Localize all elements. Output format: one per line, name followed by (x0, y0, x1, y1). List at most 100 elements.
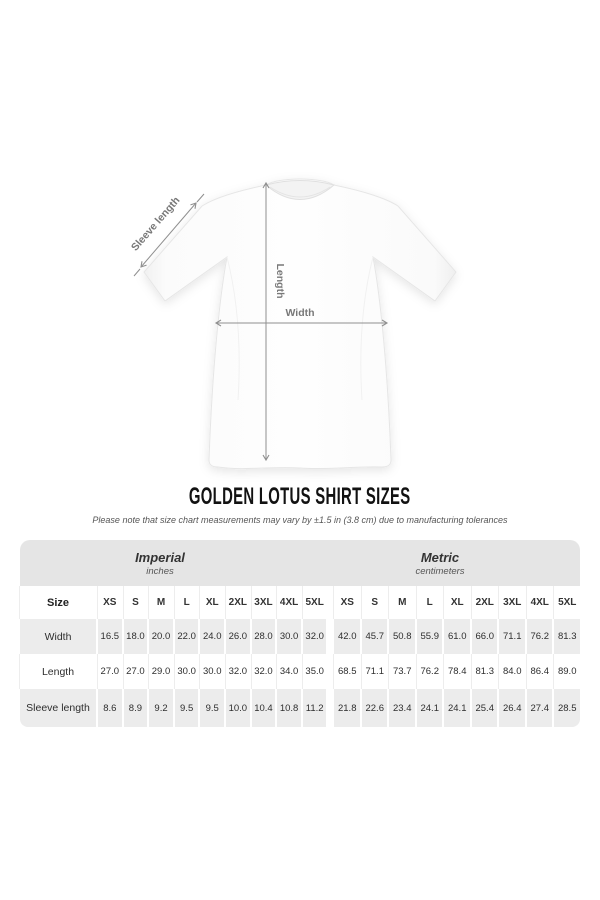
table-cell: 81.3 (471, 654, 498, 689)
size-col-header: 5XL (554, 586, 580, 619)
table-cell: 55.9 (416, 619, 443, 654)
table-cell: 86.4 (526, 654, 553, 689)
imperial-group-header: Imperial inches (20, 540, 300, 586)
table-cell: 25.4 (471, 689, 498, 727)
table-cell: 45.7 (361, 619, 388, 654)
length-label: Length (274, 264, 286, 299)
table-cell: 23.4 (389, 689, 415, 727)
table-cell: 27.0 (98, 654, 122, 689)
table-cell: 10.8 (277, 689, 301, 727)
size-col-header: 4XL (526, 586, 553, 619)
metric-group-header: Metric centimeters (300, 540, 580, 586)
row-label: Length (20, 654, 96, 689)
table-cell: 10.0 (226, 689, 250, 727)
size-chart-grid: Size XS S M L XL 2XL 3XL 4XL 5XL XS S M … (20, 586, 580, 727)
row-label: Width (20, 619, 96, 654)
table-cell: 24.0 (200, 619, 225, 654)
table-cell: 11.2 (302, 689, 327, 727)
table-cell: 68.5 (334, 654, 360, 689)
size-col-header: 3XL (499, 586, 525, 619)
group-gap (328, 586, 332, 619)
table-cell: 32.0 (226, 654, 250, 689)
table-cell: 20.0 (149, 619, 173, 654)
table-cell: 89.0 (554, 654, 580, 689)
sleeve-length-arrow (140, 202, 197, 268)
size-col-header: 2XL (471, 586, 498, 619)
table-cell: 24.1 (416, 689, 443, 727)
table-cell: 27.4 (526, 689, 553, 727)
table-cell: 42.0 (334, 619, 360, 654)
table-cell: 76.2 (416, 654, 443, 689)
size-col-header: 4XL (277, 586, 301, 619)
size-header: Size (20, 586, 96, 619)
unit-group-header: Imperial inches Metric centimeters (20, 540, 580, 586)
size-col-header: XL (200, 586, 225, 619)
dimension-arrows (133, 181, 389, 462)
table-cell: 71.1 (361, 654, 388, 689)
table-cell: 26.4 (499, 689, 525, 727)
table-cell: 28.0 (251, 619, 276, 654)
group-gap (328, 654, 332, 689)
table-cell: 30.0 (277, 619, 301, 654)
row-label: Sleeve length (20, 689, 96, 727)
table-cell: 84.0 (499, 654, 525, 689)
table-cell: 10.4 (251, 689, 276, 727)
size-col-header: L (174, 586, 199, 619)
table-cell: 9.5 (200, 689, 225, 727)
table-cell: 8.9 (123, 689, 148, 727)
table-cell: 27.0 (123, 654, 148, 689)
tolerance-note: Please note that size chart measurements… (92, 515, 508, 525)
page-title: GOLDEN LOTUS SHIRT SIZES (189, 483, 411, 510)
size-chart-table: Imperial inches Metric centimeters Size … (20, 540, 580, 727)
sleeve-tick-top (196, 193, 205, 203)
size-col-header: 2XL (226, 586, 250, 619)
table-cell: 22.0 (174, 619, 199, 654)
table-cell: 32.0 (302, 619, 327, 654)
table-cell: 28.5 (554, 689, 580, 727)
table-cell: 8.6 (98, 689, 122, 727)
size-col-header: M (389, 586, 415, 619)
table-cell: 9.5 (174, 689, 199, 727)
table-cell: 22.6 (361, 689, 388, 727)
table-cell: 30.0 (200, 654, 225, 689)
size-col-header: S (361, 586, 388, 619)
group-gap (328, 619, 332, 654)
table-cell: 26.0 (226, 619, 250, 654)
tshirt-illustration (143, 178, 457, 470)
imperial-unit: inches (146, 565, 174, 577)
size-col-header: XS (334, 586, 360, 619)
imperial-label: Imperial (135, 549, 185, 565)
table-cell: 66.0 (471, 619, 498, 654)
size-col-header: 3XL (251, 586, 276, 619)
table-cell: 61.0 (444, 619, 470, 654)
size-col-header: XS (98, 586, 122, 619)
size-col-header: XL (444, 586, 470, 619)
table-cell: 32.0 (251, 654, 276, 689)
table-cell: 78.4 (444, 654, 470, 689)
size-col-header: M (149, 586, 173, 619)
size-col-header: S (123, 586, 148, 619)
shirt-measurement-diagram: Sleeve length Length Width (129, 178, 457, 470)
metric-unit: centimeters (415, 565, 465, 577)
size-col-header: L (416, 586, 443, 619)
table-cell: 71.1 (499, 619, 525, 654)
table-cell: 29.0 (149, 654, 173, 689)
sleeve-tick-bottom (133, 268, 141, 277)
metric-label: Metric (420, 549, 460, 565)
size-col-header: 5XL (302, 586, 327, 619)
table-cell: 81.3 (554, 619, 580, 654)
table-cell: 9.2 (149, 689, 173, 727)
table-cell: 21.8 (334, 689, 360, 727)
table-cell: 18.0 (123, 619, 148, 654)
table-cell: 76.2 (526, 619, 553, 654)
group-gap (328, 689, 332, 727)
table-cell: 16.5 (98, 619, 122, 654)
table-cell: 34.0 (277, 654, 301, 689)
table-cell: 30.0 (174, 654, 199, 689)
table-cell: 35.0 (302, 654, 327, 689)
collar (264, 180, 336, 200)
width-label: Width (285, 307, 314, 319)
table-cell: 24.1 (444, 689, 470, 727)
table-cell: 73.7 (389, 654, 415, 689)
table-cell: 50.8 (389, 619, 415, 654)
